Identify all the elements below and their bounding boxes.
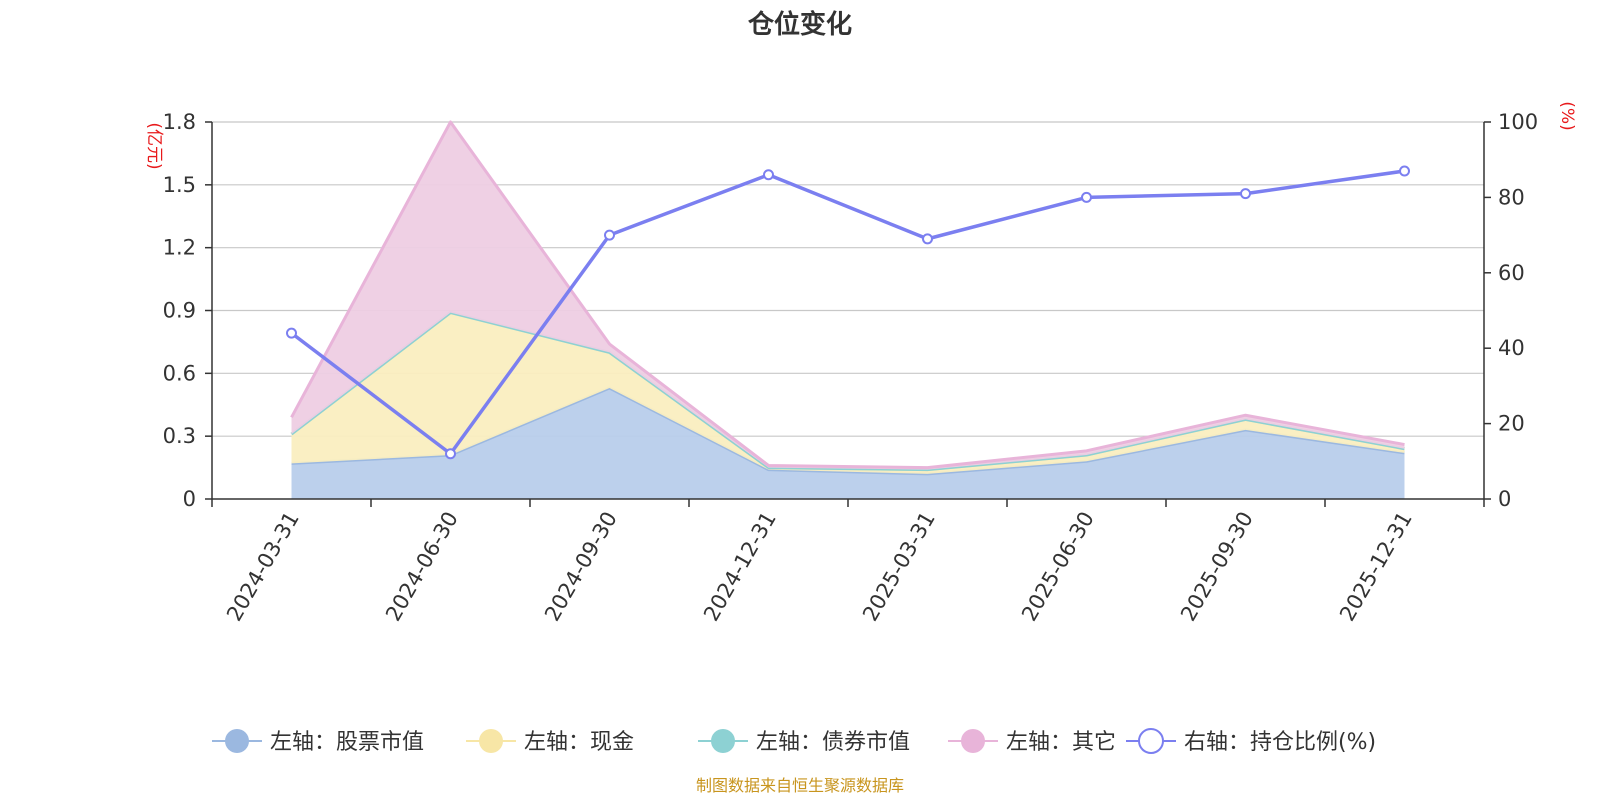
x-tick-label-6: 2025-09-30	[1176, 508, 1258, 626]
legend-item-0[interactable]: 左轴：股票市值	[212, 729, 424, 755]
area-fill-0	[291, 387, 1405, 499]
legend-marker-4	[1138, 728, 1164, 754]
line-series	[286, 165, 1410, 460]
ratio-point-1[interactable]	[445, 448, 456, 460]
legend-marker-1	[479, 729, 503, 753]
left-tick-label-6: 1.8	[163, 110, 196, 134]
ratio-point-6[interactable]	[1240, 188, 1251, 200]
right-tick-label-1: 20	[1498, 412, 1525, 436]
ratio-point-4[interactable]	[922, 233, 933, 245]
x-tick-label-2: 2024-09-30	[540, 508, 622, 626]
legend-marker-0	[225, 729, 249, 753]
legend-label-4: 右轴：持仓比例(%)	[1184, 730, 1376, 755]
x-tick-label-1: 2024-06-30	[381, 508, 463, 626]
left-tick-label-1: 0.3	[163, 424, 196, 448]
left-tick-label-3: 0.9	[163, 299, 196, 323]
legend[interactable]: 左轴：股票市值 左轴：现金 左轴：债券市值 左轴：其它 右轴：持仓比例(%)	[212, 728, 1376, 755]
left-axis-unit: (亿元)	[144, 122, 164, 169]
area-series	[290, 120, 1405, 499]
x-tick-label-0: 2024-03-31	[222, 508, 304, 626]
ratio-point-2[interactable]	[604, 229, 615, 241]
legend-label-3: 左轴：其它	[1006, 730, 1116, 755]
left-axis-ticks: 0 0.3 0.6 0.9 1.2 1.5 1.8	[163, 110, 212, 511]
legend-marker-3	[961, 729, 985, 753]
right-tick-label-2: 40	[1498, 336, 1525, 360]
right-tick-label-5: 100	[1498, 110, 1538, 134]
left-tick-label-5: 1.5	[163, 173, 196, 197]
area-edge-3	[290, 120, 1405, 470]
right-axis-ticks: 0 20 40 60 80 100	[1484, 110, 1538, 511]
ratio-line	[290, 169, 1405, 456]
x-tick-label-4: 2025-03-31	[858, 508, 940, 626]
legend-item-4[interactable]: 右轴：持仓比例(%)	[1126, 728, 1376, 755]
area-fill-1	[291, 312, 1405, 474]
legend-label-0: 左轴：股票市值	[270, 730, 424, 755]
legend-item-1[interactable]: 左轴：现金	[466, 729, 634, 755]
right-tick-label-3: 60	[1498, 261, 1525, 285]
right-tick-label-0: 0	[1498, 487, 1511, 511]
source-note: 制图数据来自恒生聚源数据库	[696, 776, 904, 795]
right-axis-unit: (%)	[1557, 101, 1577, 130]
legend-item-3[interactable]: 左轴：其它	[948, 729, 1116, 755]
legend-label-1: 左轴：现金	[524, 730, 634, 755]
left-tick-label-2: 0.6	[163, 361, 196, 385]
left-tick-label-0: 0	[183, 487, 196, 511]
chart-title: 仓位变化	[747, 9, 852, 40]
legend-marker-2	[711, 729, 735, 753]
ratio-point-7[interactable]	[1399, 165, 1410, 177]
legend-label-2: 左轴：债券市值	[756, 730, 910, 755]
x-tick-label-7: 2025-12-31	[1335, 508, 1417, 626]
x-tick-label-5: 2025-06-30	[1017, 508, 1099, 626]
ratio-point-3[interactable]	[763, 169, 774, 181]
x-axis-ticks: 2024-03-31 2024-06-30 2024-09-30 2024-12-31…	[222, 508, 1417, 626]
ratio-point-5[interactable]	[1081, 191, 1092, 203]
right-tick-label-4: 80	[1498, 185, 1525, 209]
x-tick-label-3: 2024-12-31	[699, 508, 781, 626]
legend-item-2[interactable]: 左轴：债券市值	[698, 729, 910, 755]
area-fill-3	[291, 122, 1405, 470]
left-tick-label-4: 1.2	[163, 236, 196, 260]
ratio-point-0[interactable]	[286, 327, 297, 339]
